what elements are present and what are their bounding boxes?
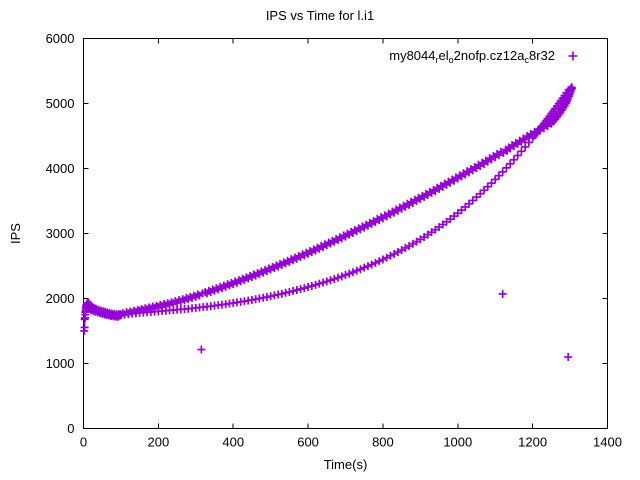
y-axis-ticks: 0 1000 2000 3000 4000 5000 6000 xyxy=(46,31,608,436)
y-tick-label-5000: 5000 xyxy=(46,96,75,111)
y-tick-label-2000: 2000 xyxy=(46,291,75,306)
y-axis-title: IPS xyxy=(8,223,23,244)
y-axis-label: IPS xyxy=(8,223,23,244)
y-tick-label-0: 0 xyxy=(67,421,74,436)
y-tick-label-1000: 1000 xyxy=(46,356,75,371)
x-tick-label-400: 400 xyxy=(222,435,244,450)
x-tick-label-0: 0 xyxy=(80,435,87,450)
x-tick-label-200: 200 xyxy=(148,435,170,450)
y-tick-label-6000: 6000 xyxy=(46,31,75,46)
x-tick-label-800: 800 xyxy=(372,435,394,450)
x-tick-label-600: 600 xyxy=(297,435,319,450)
x-tick-label-1400: 1400 xyxy=(593,435,622,450)
y-tick-label-4000: 4000 xyxy=(46,161,75,176)
y-tick-label-3000: 3000 xyxy=(46,226,75,241)
x-tick-label-1000: 1000 xyxy=(443,435,472,450)
x-axis-ticks: 0 200 400 600 800 1000 1200 1400 xyxy=(80,38,622,450)
legend-series-label: my8044relo2nofp.cz12ac8r32 xyxy=(389,48,555,65)
x-axis-title: Time(s) xyxy=(324,457,368,472)
legend: my8044relo2nofp.cz12ac8r32 xyxy=(389,48,578,65)
chart-title: IPS vs Time for l.i1 xyxy=(265,8,375,23)
x-tick-label-1200: 1200 xyxy=(518,435,547,450)
data-series-points xyxy=(80,83,576,361)
legend-marker-icon xyxy=(568,51,578,61)
x-axis-label: Time(s) xyxy=(324,457,368,472)
